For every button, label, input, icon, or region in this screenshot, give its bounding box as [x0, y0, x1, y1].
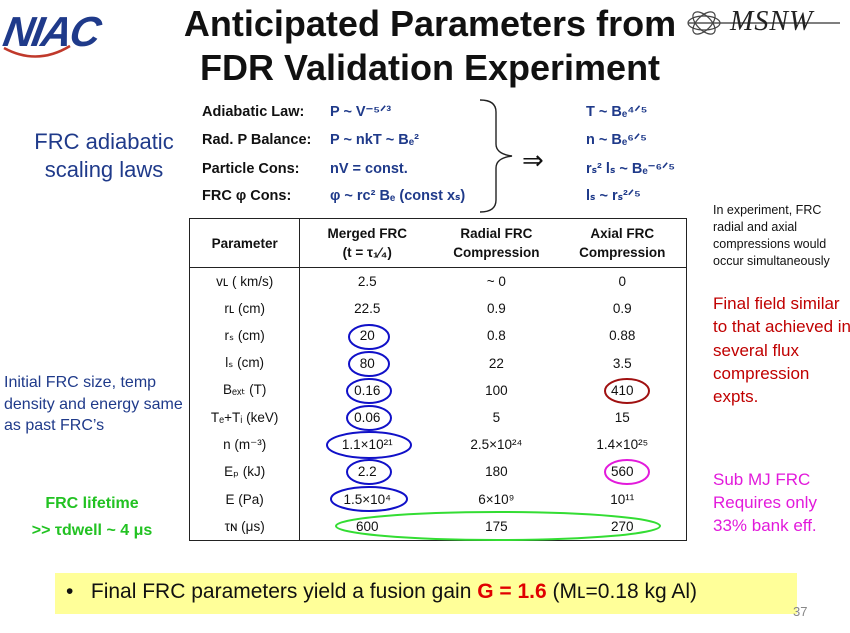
- cell-value: 0.06: [354, 410, 381, 426]
- table-row: rₛ (cm) 20 0.8 0.88: [189, 322, 687, 350]
- msnw-logo-text: MSNW: [730, 6, 814, 37]
- cell-value: 3.5: [612, 355, 632, 371]
- cell-value: 270: [611, 518, 634, 534]
- cell-value: 80: [359, 355, 375, 371]
- brace-icon: [479, 99, 513, 213]
- table-header-row: Parameter Merged FRC (t = τ₁⁄₄) Radial FR…: [189, 218, 687, 268]
- table-row: Bₑₓₜ (T) 0.16 100 410: [189, 376, 687, 404]
- result-length: lₛ ~ rₛ²ᐟ⁵: [586, 188, 641, 204]
- cell-value: 180: [485, 464, 508, 480]
- param-name: τɴ (μs): [189, 512, 301, 541]
- cell-value: 100: [485, 382, 508, 398]
- law-equation: P ~ V⁻⁵ᐟ³: [330, 104, 392, 120]
- table-row: vʟ ( km/s) 2.5 ~ 0 0: [189, 267, 687, 296]
- cell-value: 22.5: [354, 301, 381, 317]
- slide-title: Anticipated Parameters from FDR Validati…: [150, 2, 710, 90]
- cell-value: 15: [614, 410, 630, 426]
- param-name: rʟ (cm): [189, 295, 301, 323]
- conclusion-text-before: Final FRC parameters yield a fusion gain: [90, 580, 472, 603]
- conclusion-text: • Final FRC parameters yield a fusion ga…: [66, 580, 697, 604]
- table-row: Eₚ (kJ) 2.2 180 560: [189, 458, 687, 486]
- cell-value: 20: [359, 328, 375, 344]
- cell-value: 2.5×10²⁴: [470, 437, 523, 453]
- table-row: τɴ (μs) 600 175 270: [189, 512, 687, 541]
- conclusion-highlight-bar: [55, 573, 797, 614]
- law-name: Adiabatic Law:: [202, 104, 305, 120]
- law-equation: nV = const.: [330, 161, 408, 177]
- title-line-1: Anticipated Parameters from: [183, 3, 677, 44]
- header-merged-frc: Merged FRC (t = τ₁⁄₄): [299, 218, 435, 268]
- cell-value: 6×10⁹: [478, 491, 515, 507]
- cell-value: 2.2: [357, 464, 377, 480]
- cell-value: ~ 0: [486, 274, 506, 290]
- header-parameter: Parameter: [189, 218, 301, 268]
- cell-value: 175: [485, 518, 508, 534]
- law-name: Rad. P Balance:: [202, 132, 312, 148]
- frc-lifetime-note: FRC lifetime >> τdwell ~ 4 μs: [12, 490, 172, 544]
- table-row: E (Pa) 1.5×10⁴ 6×10⁹ 10¹¹: [189, 485, 687, 513]
- param-name: E (Pa): [189, 485, 301, 513]
- initial-frc-note: Initial FRC size, temp density and energ…: [4, 374, 183, 434]
- param-name: rₛ (cm): [189, 322, 301, 350]
- implies-arrow-icon: ⇒: [522, 145, 544, 175]
- param-name: Tₑ+Tᵢ (keV): [189, 403, 301, 432]
- param-name: Eₚ (kJ): [189, 458, 301, 486]
- header-radial-compression: Radial FRC Compression: [434, 218, 559, 268]
- law-name: Particle Cons:: [202, 161, 300, 177]
- conclusion-text-after: (Mʟ=0.18 kg Al): [552, 580, 698, 603]
- fusion-gain-value: G = 1.6: [477, 580, 547, 603]
- cell-value: 2.5: [357, 274, 377, 290]
- cell-value: 560: [611, 464, 634, 480]
- law-name: FRC φ Cons:: [202, 188, 292, 204]
- niac-logo-swoosh: [3, 44, 71, 58]
- result-volume: rₛ² lₛ ~ Bₑ⁻⁶ᐟ⁵: [586, 161, 676, 177]
- law-row-adiabatic: Adiabatic Law: P ~ V⁻⁵ᐟ³: [202, 104, 391, 120]
- cell-value: 1.1×10²¹: [341, 437, 393, 453]
- bullet: •: [66, 580, 74, 603]
- law-equation: P ~ nkT ~ Bₑ²: [330, 132, 419, 148]
- cell-value: 600: [355, 518, 379, 534]
- param-name: Bₑₓₜ (T): [189, 376, 301, 404]
- cell-value: 1.4×10²⁵: [596, 437, 649, 453]
- table-row: rʟ (cm) 22.5 0.9 0.9: [189, 295, 687, 323]
- msnw-logo-emblem: [687, 11, 840, 35]
- cell-value: 0.9: [486, 301, 506, 317]
- cell-value: 10¹¹: [610, 491, 635, 507]
- scaling-laws-label: FRC adiabatic scaling laws: [34, 129, 174, 182]
- lifetime-line-1: FRC lifetime: [45, 495, 139, 512]
- law-row-flux-conservation: FRC φ Cons: φ ~ rᴄ² Bₑ (const xₛ): [202, 188, 465, 204]
- result-density: n ~ Bₑ⁶ᐟ⁵: [586, 132, 647, 148]
- cell-value: 0.88: [609, 328, 636, 344]
- cell-value: 1.5×10⁴: [343, 491, 391, 507]
- page-number: 37: [793, 604, 808, 619]
- law-row-particle-conservation: Particle Cons: nV = const.: [202, 161, 408, 177]
- final-field-note: Final field similar to that achieved in …: [713, 294, 850, 407]
- law-row-pressure-balance: Rad. P Balance: P ~ nkT ~ Bₑ²: [202, 132, 419, 148]
- sub-mj-note: Sub MJ FRC Requires only 33% bank eff.: [713, 470, 817, 535]
- cell-value: 0.16: [354, 382, 381, 398]
- lifetime-line-2: >> τdwell ~ 4 μs: [31, 522, 153, 539]
- param-name: lₛ (cm): [189, 349, 301, 377]
- table-row: n (m⁻³) 1.1×10²¹ 2.5×10²⁴ 1.4×10²⁵: [189, 431, 687, 459]
- title-line-2: FDR Validation Experiment: [199, 47, 661, 88]
- cell-value: 5: [492, 410, 501, 426]
- simultaneous-compression-note: In experiment, FRC radial and axial comp…: [713, 203, 830, 268]
- param-name: n (m⁻³): [189, 431, 301, 459]
- table-row: Tₑ+Tᵢ (keV) 0.06 5 15: [189, 403, 687, 432]
- law-equation: φ ~ rᴄ² Bₑ (const xₛ): [330, 188, 466, 204]
- cell-value: 0.8: [486, 328, 506, 344]
- cell-value: 22: [488, 355, 504, 371]
- table-row: lₛ (cm) 80 22 3.5: [189, 349, 687, 377]
- cell-value: 0: [618, 274, 627, 290]
- header-axial-compression: Axial FRC Compression: [558, 218, 687, 268]
- result-temperature: T ~ Bₑ⁴ᐟ⁵: [586, 104, 648, 120]
- parameter-table: Parameter Merged FRC (t = τ₁⁄₄) Radial FR…: [189, 218, 687, 541]
- cell-value: 410: [611, 382, 634, 398]
- param-name: vʟ ( km/s): [189, 267, 301, 296]
- cell-value: 0.9: [612, 301, 632, 317]
